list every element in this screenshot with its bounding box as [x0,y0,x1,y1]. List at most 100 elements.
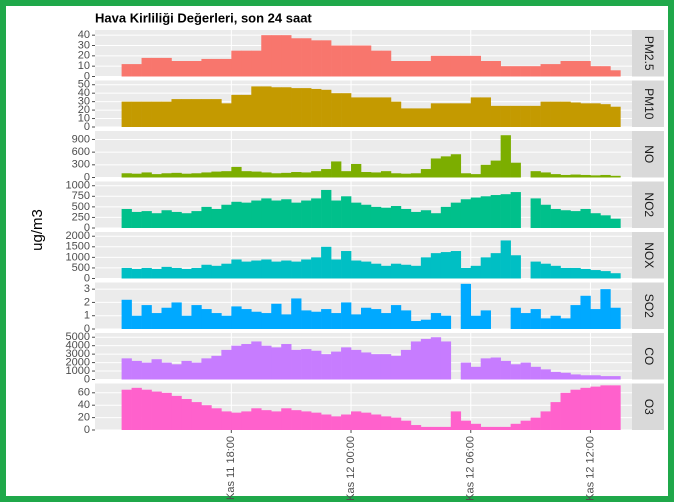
area-step [450,411,462,430]
area-step [410,61,422,77]
area-step [241,171,252,178]
area-step [380,171,392,178]
area-step [440,426,452,430]
area-step [311,40,322,77]
strip-label: NOX [642,242,656,268]
area-step [161,101,172,127]
area-step [470,197,482,228]
area-step [590,213,601,228]
area-step [400,420,412,430]
area-step [301,349,312,380]
area-step [600,289,611,329]
area-step [550,174,561,178]
area-step [520,313,531,329]
area-step [161,307,172,329]
area-step [291,202,302,228]
area-step [321,309,332,329]
area-step [321,354,332,380]
area-step [610,385,621,430]
area-step [341,171,352,178]
area-step [520,66,531,77]
panel-background [95,131,632,178]
area-step [131,64,142,77]
area-step [321,89,332,127]
area-step [500,240,511,279]
y-tick-label: 0 [84,171,90,183]
area-step [221,171,232,178]
area-step [570,211,581,228]
area-step [341,45,352,77]
x-tick-label: Kas 12 12:00 [584,436,596,501]
y-tick-label: 0 [84,373,90,385]
area-step [370,354,382,380]
area-step [361,204,372,228]
area-step [450,251,462,279]
area-step [430,213,442,228]
area-step [141,172,152,178]
area-step [291,410,302,430]
area-step [271,200,282,228]
area-step [400,208,412,228]
area-step [530,66,541,77]
area-step [221,58,232,77]
area-step [311,88,322,127]
area-step [341,347,352,380]
area-step [171,364,182,380]
area-step [131,268,142,279]
area-step [211,355,222,380]
y-tick-label: 2000 [66,356,90,368]
area-step [420,426,432,430]
area-step [410,211,422,228]
area-step [331,351,342,380]
area-step [221,204,232,228]
area-step [181,99,192,127]
area-step [420,169,432,178]
y-tick-label: 0 [84,323,90,335]
area-step [370,50,382,77]
area-step [440,156,452,178]
area-step [311,412,322,430]
area-step [141,362,152,380]
area-step [460,199,472,228]
area-step [181,268,192,279]
area-step [590,375,601,380]
area-step [311,171,322,178]
area-step [131,173,142,178]
area-step [380,416,392,430]
area-step [241,202,252,228]
area-step [221,263,232,279]
area-step [430,426,442,430]
area-step [430,55,442,77]
area-step [341,93,352,127]
area-step [231,94,242,127]
area-step [231,50,242,77]
y-tick-label: 0 [84,272,90,284]
area-step [410,341,422,380]
area-step [540,263,551,279]
area-step [480,164,491,178]
y-tick-label: 600 [72,146,90,158]
area-step [161,362,172,380]
x-tick-label: Kas 12 00:00 [345,436,357,501]
area-step [400,310,412,329]
area-step [570,389,581,430]
area-step [151,101,162,127]
y-tick-label: 1000 [66,365,90,377]
area-step [530,417,541,430]
area-step [161,173,172,178]
area-step [151,213,162,228]
area-step [410,425,422,430]
area-step [301,88,312,127]
area-step [271,35,282,77]
area-step [430,253,442,279]
strip-background [632,131,664,178]
area-step [490,160,501,178]
area-step [201,264,212,279]
area-step [540,411,551,430]
area-step [380,313,392,329]
area-step [560,210,571,228]
area-step [540,64,551,77]
area-step [390,305,402,329]
area-step [530,261,541,279]
area-step [470,55,482,77]
